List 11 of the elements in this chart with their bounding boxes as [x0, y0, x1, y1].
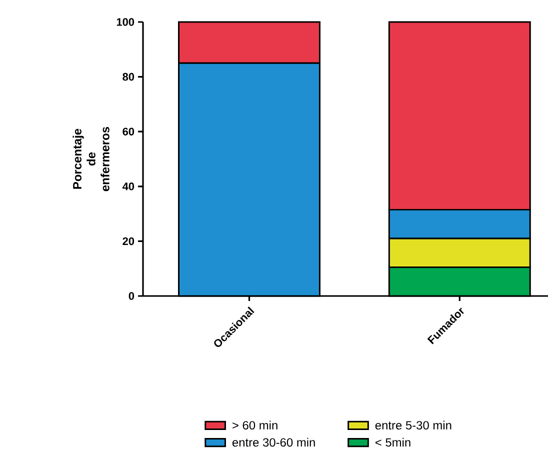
y-tick-label: 100 [116, 18, 134, 26]
y-axis-title: Porcentaje de enfermeros [72, 126, 110, 192]
y-tick-label: 80 [122, 72, 134, 81]
legend-label: entre 30-60 min [232, 438, 315, 447]
y-tick-label: 20 [122, 237, 134, 246]
y-tick-label: 40 [122, 182, 134, 190]
legend-label: < 5min [375, 438, 410, 447]
y-tick-label: 0 [128, 292, 134, 300]
y-tick-label: 60 [122, 128, 134, 136]
legend-label: entre 5-30 min [375, 420, 452, 430]
legend-label: > 60 min [232, 420, 278, 430]
